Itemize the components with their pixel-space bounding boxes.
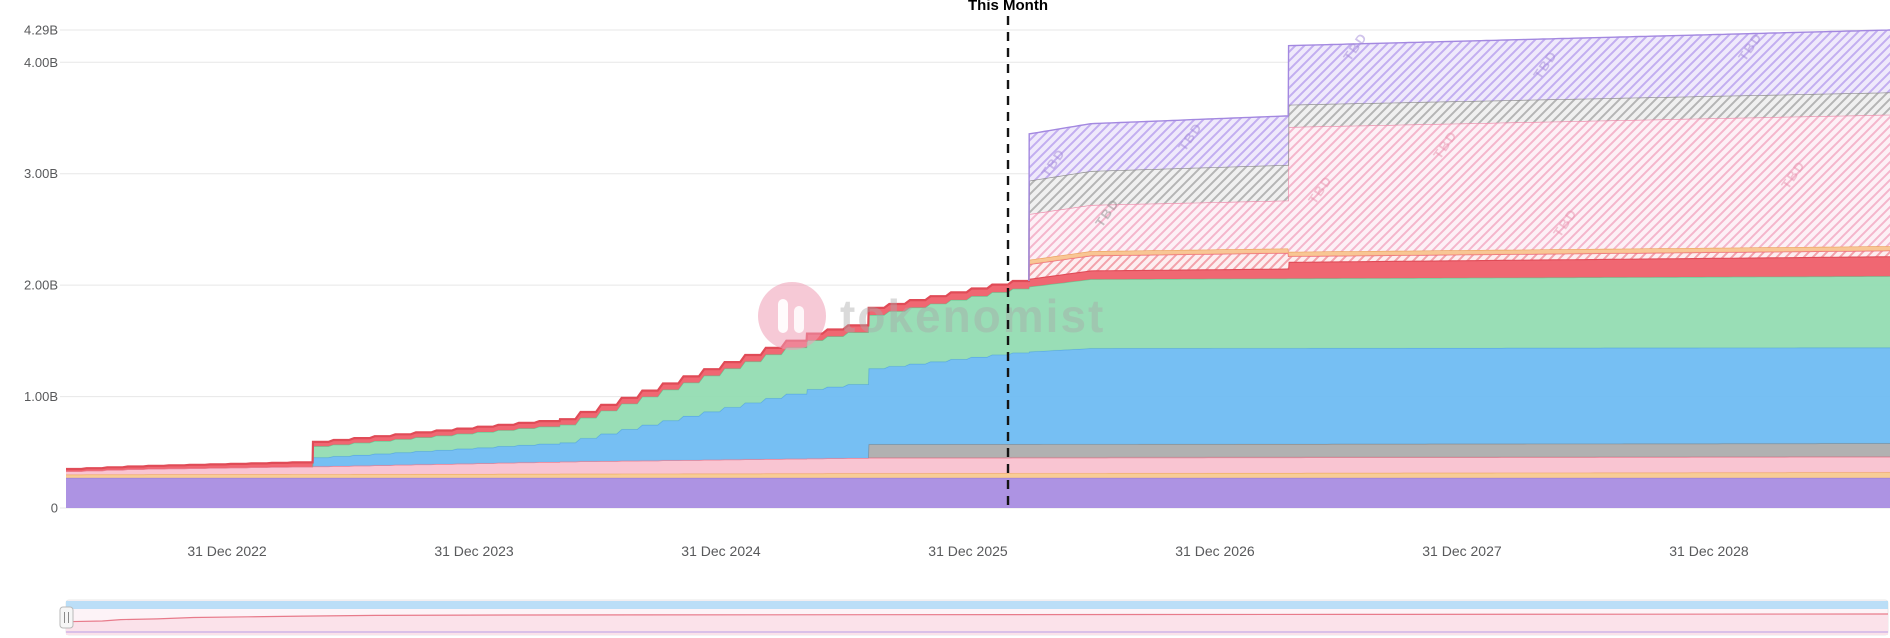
main-chart-svg: 0 1.00B 2.00B 3.00B 4.00B 4.29B 31 Dec 2022 31 … (24, 16, 1890, 559)
area-hatch-purple (66, 30, 1890, 469)
area-purple (66, 477, 1890, 508)
y-axis-label: 0 (51, 501, 58, 516)
area-hatch-pink (66, 114, 1890, 469)
area-gray (66, 443, 1890, 472)
area-blue (66, 347, 1890, 472)
navigator-area (66, 614, 1888, 635)
x-axis-label: 31 Dec 2028 (1669, 543, 1749, 559)
watermark-logo-bar (778, 299, 788, 333)
watermark: tokenomist (758, 282, 1105, 350)
x-axis-label: 31 Dec 2022 (187, 543, 267, 559)
watermark-text: tokenomist (840, 290, 1105, 342)
y-axis-label: 4.00B (24, 55, 58, 70)
y-axis-label: 2.00B (24, 278, 58, 293)
line-hatch-purple (1028, 29, 1890, 282)
y-axis-label: 4.29B (24, 23, 58, 38)
navigator-left-handle[interactable] (59, 606, 74, 629)
y-axis-label: 3.00B (24, 166, 58, 181)
x-axis-label: 31 Dec 2024 (681, 543, 761, 559)
watermark-logo (758, 282, 826, 350)
navigator-line (65, 613, 1889, 623)
this-month-label: This Month (968, 0, 1048, 14)
x-axis-label: 31 Dec 2025 (928, 543, 1008, 559)
x-axis-label: 31 Dec 2027 (1422, 543, 1502, 559)
watermark-logo-bar (794, 306, 804, 333)
area-green (66, 276, 1890, 472)
area-pink (66, 456, 1890, 475)
y-axis-label: 1.00B (24, 389, 58, 404)
area-orange (66, 472, 1890, 478)
navigator[interactable] (0, 598, 1890, 638)
x-axis-label: 31 Dec 2026 (1175, 543, 1255, 559)
x-axis-label: 31 Dec 2023 (434, 543, 514, 559)
navigator-blue-band (66, 601, 1888, 609)
